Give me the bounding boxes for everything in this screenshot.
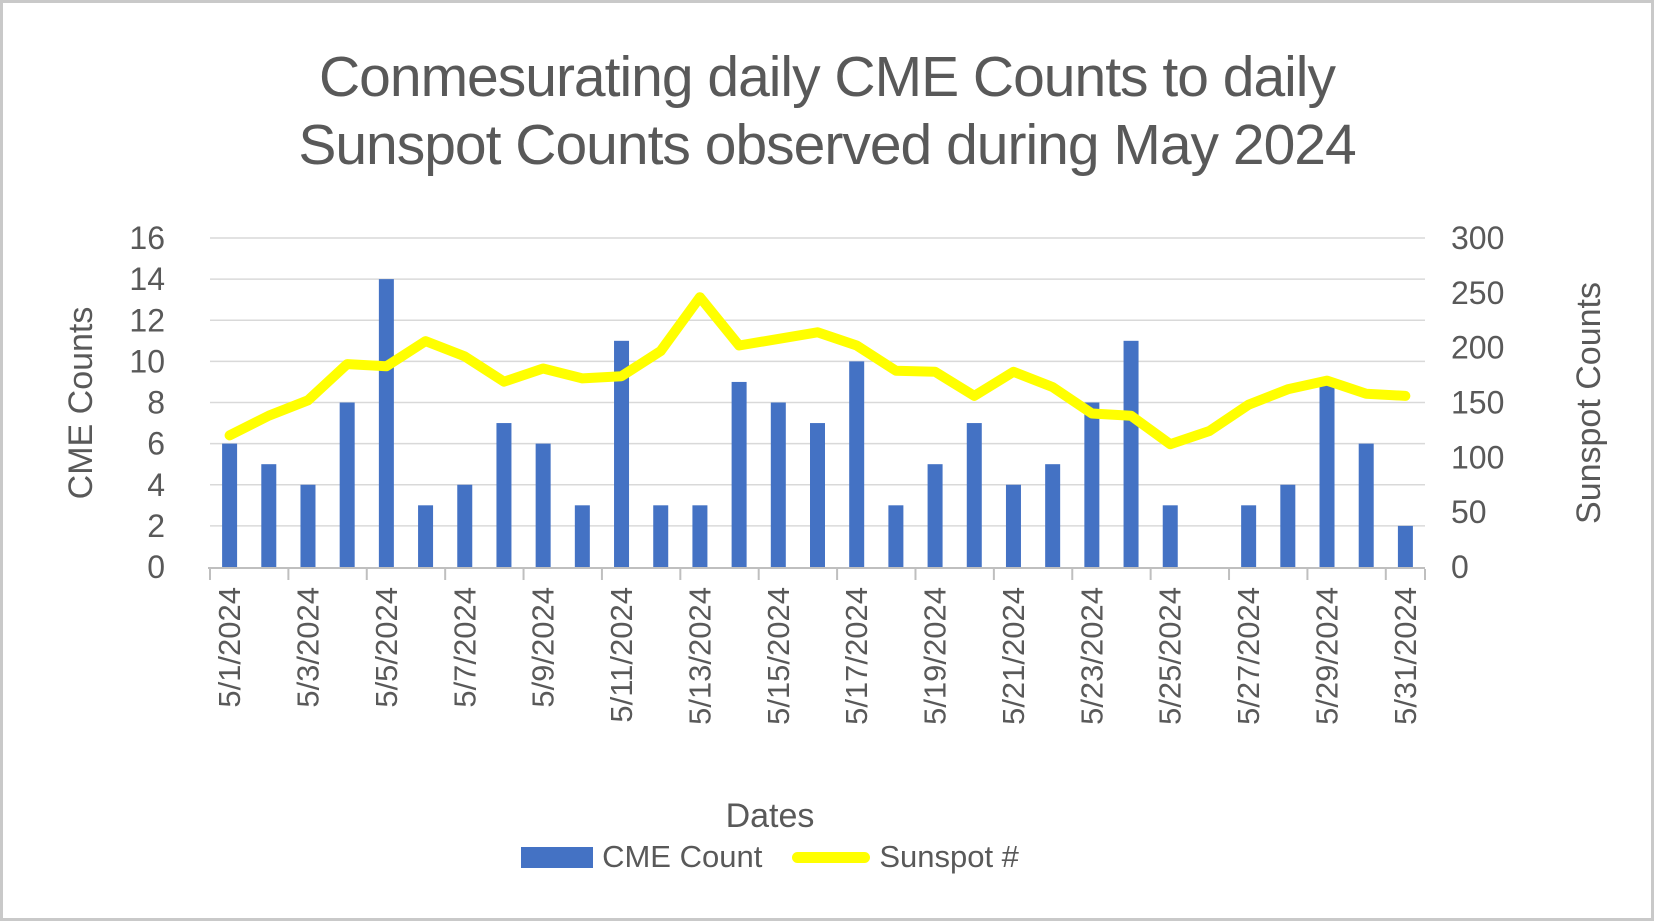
x-tick-label: 5/19/2024 (918, 587, 953, 725)
chart-title-line-1: Conmesurating daily CME Counts to daily (319, 45, 1336, 109)
y-right-tick-label: 300 (1451, 220, 1504, 256)
y-left-axis-title: CME Counts (62, 307, 100, 500)
bar-5/12/2024 (653, 505, 669, 567)
bar-5/21/2024 (1005, 484, 1021, 567)
bar-5/7/2024 (457, 484, 473, 567)
legend-label-cme-count: CME Count (602, 839, 763, 874)
x-tick-label: 5/25/2024 (1153, 587, 1188, 725)
bar-5/13/2024 (692, 505, 708, 567)
bar-5/22/2024 (1045, 464, 1061, 567)
bar-5/18/2024 (888, 505, 904, 567)
y-right-tick-label: 100 (1451, 439, 1504, 475)
sunspot-line (224, 292, 1411, 450)
x-tick-label: 5/15/2024 (761, 587, 796, 725)
y-right-tick-label: 0 (1451, 549, 1469, 585)
bar-5/30/2024 (1358, 443, 1374, 567)
x-tick-label: 5/23/2024 (1074, 587, 1109, 725)
bar-5/17/2024 (849, 361, 865, 567)
chart-title: Conmesurating daily CME Counts to daily … (3, 43, 1651, 179)
x-tick-label: 5/7/2024 (447, 587, 482, 708)
bar-5/1/2024 (222, 443, 238, 567)
bar-5/8/2024 (496, 423, 512, 567)
y-left-tick-label: 10 (129, 343, 165, 379)
bar-5/31/2024 (1397, 525, 1413, 567)
bar-5/15/2024 (770, 402, 786, 567)
bar-5/9/2024 (535, 443, 551, 567)
x-tick-label: 5/11/2024 (604, 587, 639, 723)
bar-5/28/2024 (1280, 484, 1296, 567)
y-right-tick-label: 150 (1451, 385, 1504, 421)
legend: CME Count Sunspot # (210, 839, 1330, 875)
x-axis-title: Dates (725, 797, 815, 835)
y-left-tick-label: 6 (147, 426, 165, 462)
y-left-tick-label: 8 (147, 385, 165, 421)
legend-item-sunspot: Sunspot # (792, 839, 1019, 875)
bar-5/19/2024 (927, 464, 943, 567)
bar-5/23/2024 (1084, 402, 1100, 567)
y-left-tick-label: 2 (147, 508, 165, 544)
bar-5/29/2024 (1319, 381, 1335, 567)
y-left-tick-label: 12 (129, 302, 165, 338)
bar-5/4/2024 (339, 402, 355, 567)
bar-5/2/2024 (261, 464, 277, 567)
y-left-tick-label: 4 (147, 467, 165, 503)
y-right-axis-title: Sunspot Counts (1570, 282, 1608, 524)
bar-5/27/2024 (1241, 505, 1257, 567)
x-tick-label: 5/5/2024 (369, 587, 404, 708)
bar-5/25/2024 (1162, 505, 1178, 567)
y-right-tick-label: 250 (1451, 275, 1504, 311)
bar-5/5/2024 (378, 279, 394, 567)
x-tick-label: 5/13/2024 (682, 587, 717, 725)
y-left-tick-label: 0 (147, 549, 165, 585)
plot-area: 0 2 4 6 8 10 12 14 16 0 50 100 150 200 250 300 5/1/2024 5… (62, 220, 1608, 725)
x-tick-label: 5/17/2024 (839, 587, 874, 725)
bar-5/11/2024 (614, 340, 630, 567)
bar-5/3/2024 (300, 484, 316, 567)
x-tick-label: 5/1/2024 (212, 587, 247, 708)
bar-5/16/2024 (810, 423, 825, 567)
bar-5/20/2024 (966, 423, 982, 567)
x-tick-label: 5/9/2024 (526, 587, 561, 708)
x-tick-label: 5/3/2024 (290, 587, 325, 708)
y-right-tick-label: 50 (1451, 494, 1487, 530)
legend-item-cme-count: CME Count (521, 839, 762, 875)
y-left-tick-label: 14 (129, 261, 165, 297)
legend-bar-swatch (521, 846, 594, 868)
x-tick-label: 5/27/2024 (1231, 587, 1266, 725)
legend-line-swatch (792, 851, 871, 863)
bar-5/14/2024 (731, 381, 747, 567)
x-tick-label: 5/31/2024 (1388, 587, 1423, 725)
bar-5/24/2024 (1123, 340, 1139, 567)
y-left-tick-label: 16 (129, 220, 165, 256)
x-tick-label: 5/29/2024 (1310, 587, 1345, 725)
chart-title-line-2: Sunspot Counts observed during May 2024 (298, 113, 1356, 177)
y-right-tick-label: 200 (1451, 330, 1504, 366)
x-tick-label: 5/21/2024 (996, 587, 1031, 725)
legend-label-sunspot: Sunspot # (879, 839, 1019, 874)
bar-5/6/2024 (418, 505, 434, 567)
bar-5/10/2024 (574, 505, 590, 567)
